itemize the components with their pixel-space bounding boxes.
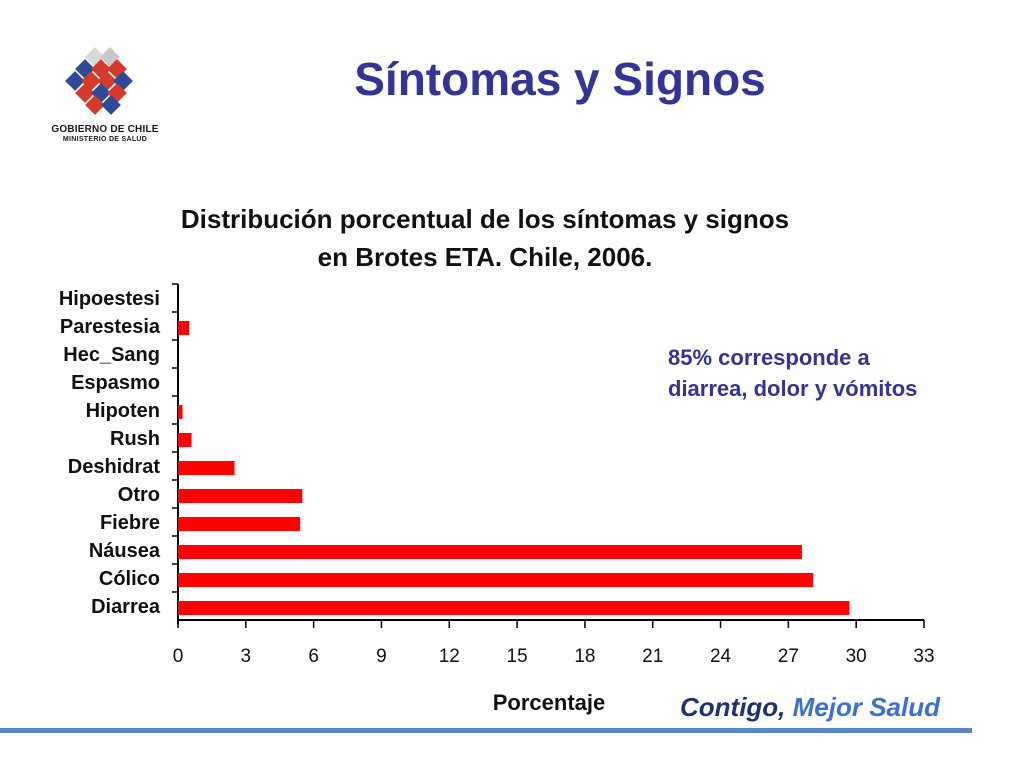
y-tick-label: Parestesia: [60, 316, 161, 338]
x-tick-label: 33: [913, 646, 934, 667]
x-tick-label: 30: [846, 646, 867, 667]
y-tick-label: Hipoten: [86, 400, 160, 422]
tagline-part2: Mejor Salud: [785, 692, 940, 722]
chart-title: Distribución porcentual de los síntomas …: [100, 200, 870, 276]
x-tick-label: 24: [710, 646, 732, 667]
x-tick-label: 3: [241, 646, 252, 667]
x-tick-label: 9: [376, 646, 387, 667]
bar-fiebre: [178, 517, 301, 531]
x-tick-label: 21: [642, 646, 663, 667]
x-tick-label: 27: [778, 646, 799, 667]
y-tick-label: Hec_Sang: [63, 344, 160, 366]
logo-text-gobierno: GOBIERNO DE CHILE: [51, 124, 159, 135]
y-tick-label: Espasmo: [71, 372, 160, 394]
y-tick-label: Náusea: [89, 540, 161, 562]
bar-otro: [178, 489, 303, 503]
gobierno-logo-icon: [65, 47, 133, 115]
tagline-part1: Contigo,: [680, 692, 786, 722]
bar-hipoten: [178, 405, 183, 419]
bar-diarrea: [178, 601, 850, 615]
y-tick-label: Hipoestesi: [59, 288, 160, 310]
annotation-note: 85% corresponde a diarrea, dolor y vómit…: [668, 342, 998, 404]
x-tick-label: 12: [439, 646, 460, 667]
annotation-line1: 85% corresponde a: [668, 345, 870, 370]
bar-parestesia: [178, 321, 190, 335]
x-axis-label: Porcentaje: [493, 690, 606, 715]
footer-line: [0, 728, 972, 733]
x-tick-label: 0: [173, 646, 184, 667]
y-tick-label: Cólico: [99, 568, 160, 590]
slide-title: Síntomas y Signos: [354, 53, 766, 105]
x-tick-label: 15: [507, 646, 528, 667]
y-tick-label: Deshidrat: [68, 456, 161, 478]
y-tick-label: Otro: [118, 484, 160, 506]
tagline: Contigo, Mejor Salud: [680, 692, 940, 723]
annotation-line2: diarrea, dolor y vómitos: [668, 376, 918, 401]
chart-title-line1: Distribución porcentual de los síntomas …: [180, 204, 790, 234]
y-tick-label: Rush: [110, 428, 160, 450]
bar-rush: [178, 433, 192, 447]
bar-c-lico: [178, 573, 814, 587]
logo-text-ministerio: MINISTERIO DE SALUD: [62, 136, 148, 143]
x-tick-label: 6: [308, 646, 319, 667]
bar-n-usea: [178, 545, 802, 559]
y-tick-label: Fiebre: [100, 512, 160, 534]
x-tick-label: 18: [574, 646, 595, 667]
bar-deshidrat: [178, 461, 235, 475]
y-tick-label: Diarrea: [91, 596, 161, 618]
chart-title-line2: en Brotes ETA. Chile, 2006.: [317, 242, 653, 272]
